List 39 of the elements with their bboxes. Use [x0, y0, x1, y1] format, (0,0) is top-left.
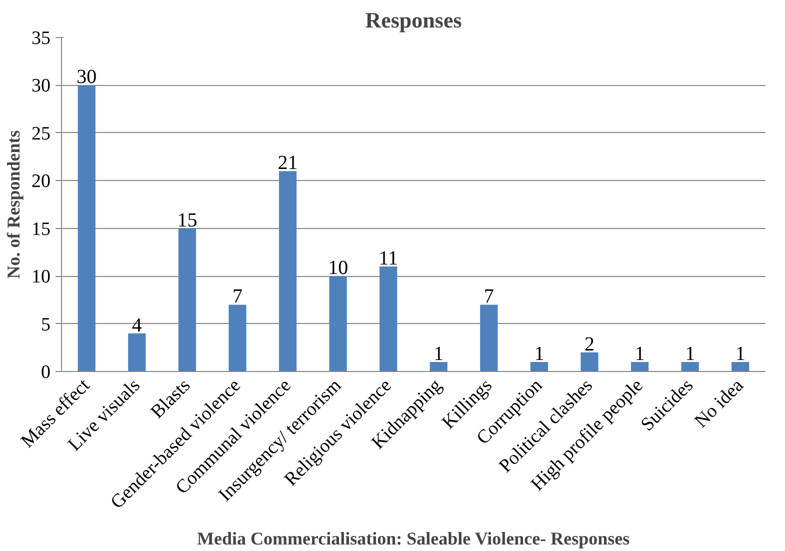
bar: [430, 362, 448, 372]
bar: [329, 276, 347, 372]
y-tick-label: 15: [32, 218, 50, 240]
bar: [178, 228, 196, 372]
bar: [278, 171, 297, 372]
data-label: 15: [177, 209, 198, 232]
bar: [78, 85, 96, 372]
bar: [530, 362, 548, 372]
chart-title: Responses: [365, 8, 462, 32]
data-label: 21: [278, 152, 298, 174]
y-tick-label: 5: [41, 314, 50, 336]
data-label: 4: [132, 314, 142, 336]
y-tick-label: 0: [41, 362, 50, 383]
y-axis-title: No. of Respondents: [4, 130, 24, 279]
bar: [228, 304, 246, 372]
bar: [480, 304, 498, 372]
bar: [380, 266, 398, 372]
data-label: 30: [76, 66, 97, 88]
data-label: 2: [584, 333, 594, 356]
data-label: 1: [685, 342, 696, 365]
y-tick-label: 20: [32, 171, 50, 192]
bar: [630, 362, 649, 372]
data-label: 1: [434, 342, 444, 365]
bar: [681, 362, 699, 372]
bar: [128, 333, 146, 372]
bar: [580, 352, 598, 372]
data-label: 1: [735, 342, 746, 365]
y-tick-label: 25: [32, 123, 50, 144]
data-label: 10: [328, 257, 348, 280]
y-tick-label: 35: [32, 28, 50, 49]
y-tick-label: 30: [32, 76, 50, 97]
data-label: 1: [534, 342, 544, 365]
data-label: 1: [634, 342, 645, 365]
bar: [732, 362, 750, 372]
x-axis-title: Media Commercialisation: Saleable Violence- Responses: [197, 528, 630, 549]
data-label: 7: [232, 286, 242, 308]
data-label: 11: [378, 248, 398, 270]
data-label: 7: [484, 286, 494, 308]
y-tick-label: 10: [32, 266, 50, 288]
